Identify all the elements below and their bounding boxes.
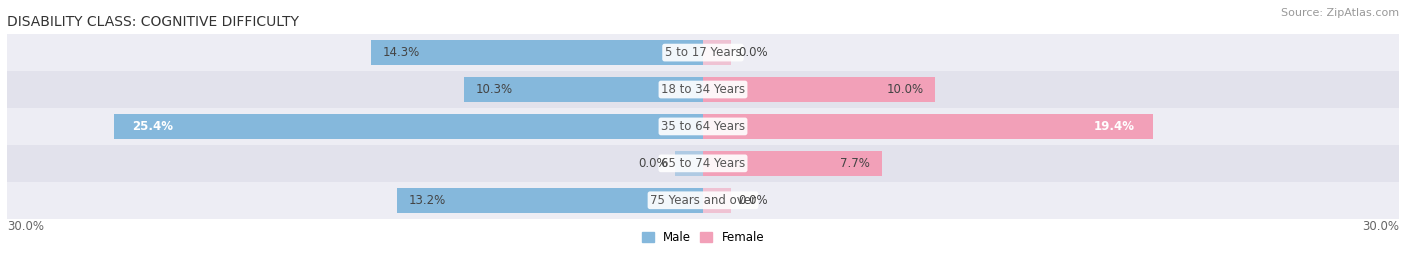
Bar <box>7 34 1399 71</box>
Text: 18 to 34 Years: 18 to 34 Years <box>661 83 745 96</box>
Text: 13.2%: 13.2% <box>408 194 446 207</box>
Text: 30.0%: 30.0% <box>1362 220 1399 233</box>
Text: DISABILITY CLASS: COGNITIVE DIFFICULTY: DISABILITY CLASS: COGNITIVE DIFFICULTY <box>7 15 299 29</box>
Text: 0.0%: 0.0% <box>638 157 668 170</box>
Text: 75 Years and over: 75 Years and over <box>650 194 756 207</box>
Text: 14.3%: 14.3% <box>382 46 420 59</box>
Text: 19.4%: 19.4% <box>1094 120 1135 133</box>
Bar <box>675 151 703 176</box>
Text: 10.0%: 10.0% <box>886 83 924 96</box>
Text: Source: ZipAtlas.com: Source: ZipAtlas.com <box>1281 8 1399 18</box>
Bar <box>7 108 1399 145</box>
Text: 5 to 17 Years: 5 to 17 Years <box>665 46 741 59</box>
Bar <box>703 151 882 176</box>
Text: 25.4%: 25.4% <box>132 120 173 133</box>
Bar <box>703 114 1153 139</box>
Text: 0.0%: 0.0% <box>738 46 768 59</box>
Bar <box>396 188 703 213</box>
Text: 30.0%: 30.0% <box>7 220 44 233</box>
Bar <box>7 71 1399 108</box>
Text: 7.7%: 7.7% <box>841 157 870 170</box>
Bar <box>7 182 1399 219</box>
Text: 35 to 64 Years: 35 to 64 Years <box>661 120 745 133</box>
Bar <box>7 145 1399 182</box>
Bar <box>703 40 731 65</box>
Bar <box>703 188 731 213</box>
Text: 0.0%: 0.0% <box>738 194 768 207</box>
Legend: Male, Female: Male, Female <box>637 226 769 249</box>
Bar <box>114 114 703 139</box>
Text: 10.3%: 10.3% <box>475 83 513 96</box>
Bar <box>464 77 703 102</box>
Bar <box>703 77 935 102</box>
Text: 65 to 74 Years: 65 to 74 Years <box>661 157 745 170</box>
Bar <box>371 40 703 65</box>
